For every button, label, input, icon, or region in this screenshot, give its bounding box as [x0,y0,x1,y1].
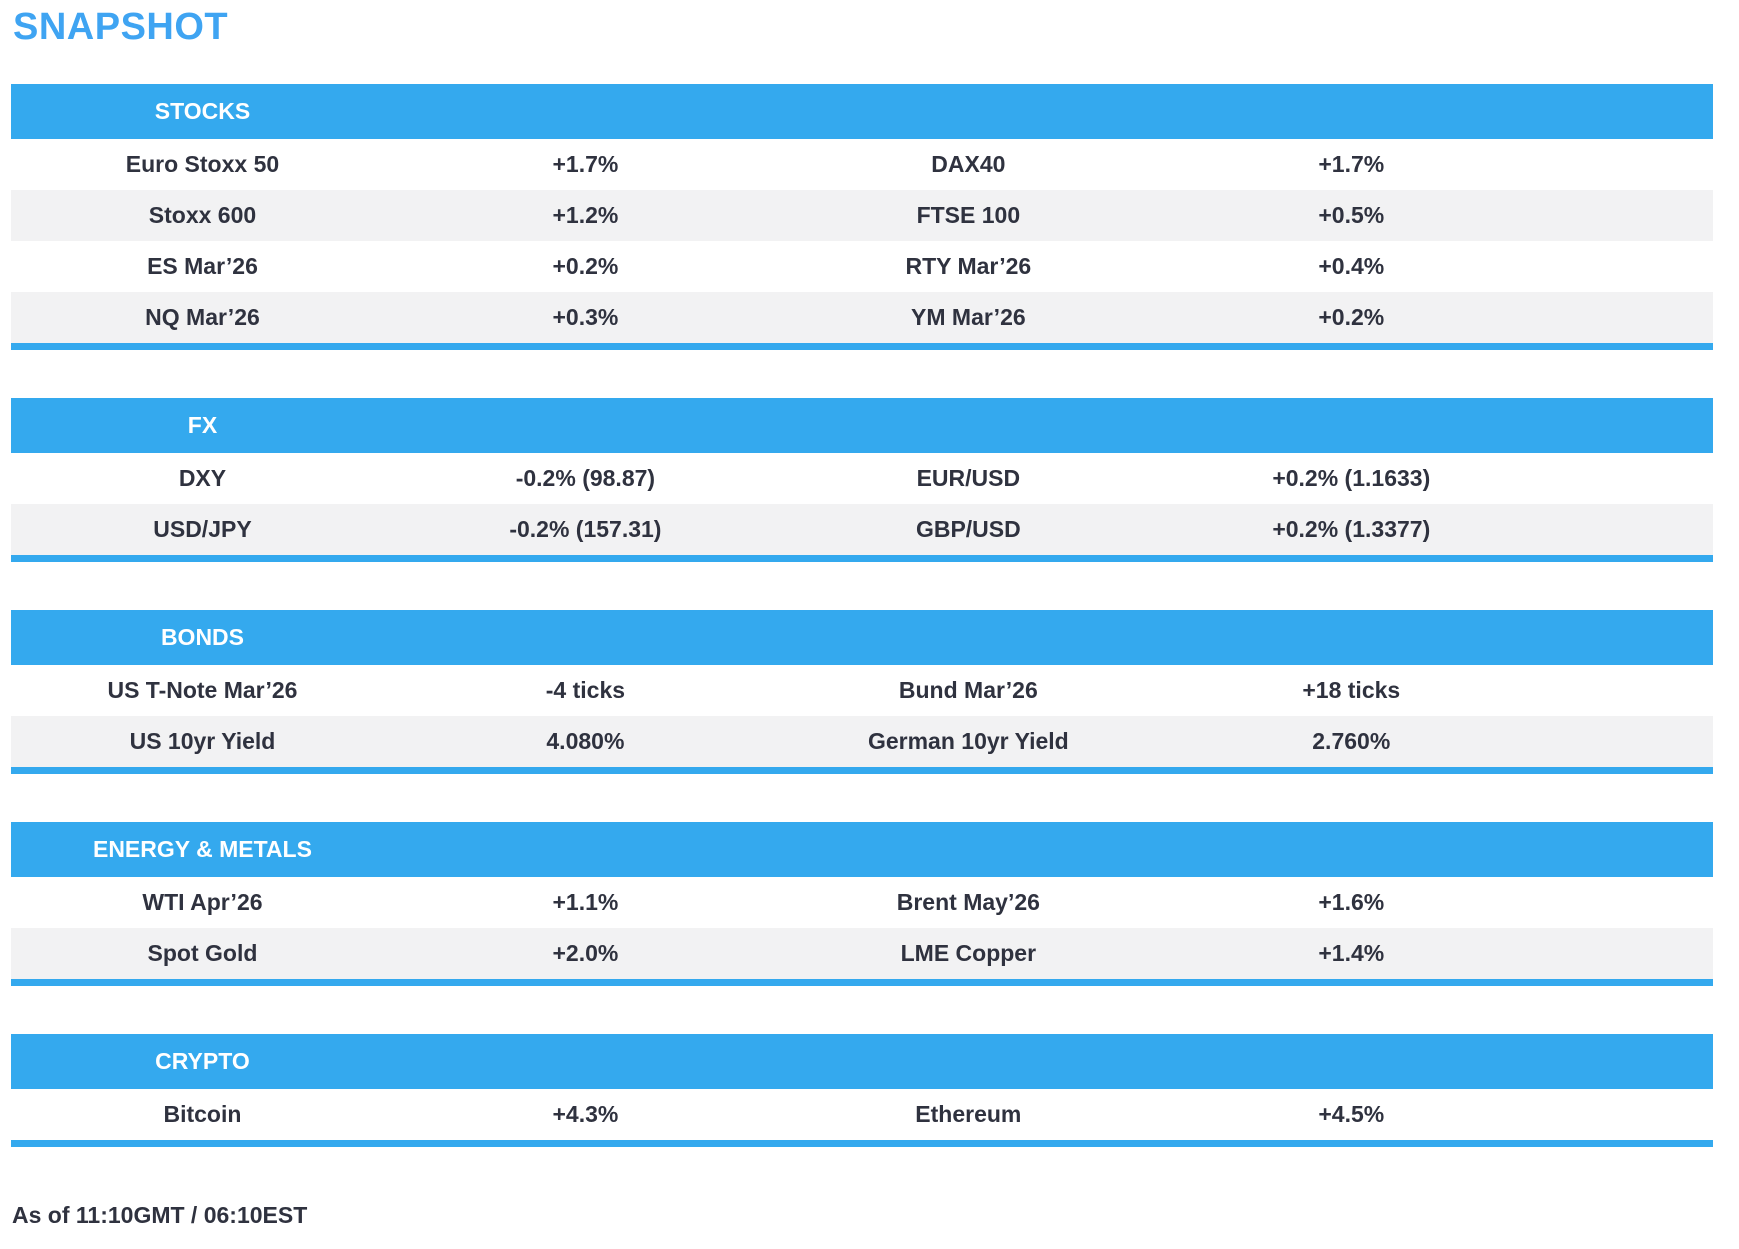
instrument-label: Bitcoin [163,1101,242,1127]
instrument-value: -4 ticks [545,677,626,703]
page-title: SNAPSHOT [13,6,229,48]
instrument-label: NQ Mar’26 [145,304,260,330]
instrument-value: -0.2% (98.87) [515,465,656,491]
section-title: ENERGY & METALS [92,836,312,862]
market-sections: STOCKS Euro Stoxx 50 +1.7% DAX40 +1.7% Stoxx … [11,84,1713,1147]
table-row: US 10yr Yield 4.080% German 10yr Yield 2.76… [11,716,1713,767]
instrument-label: Spot Gold [147,940,258,966]
instrument-label: Brent May’26 [896,889,1040,915]
section-title: CRYPTO [155,1048,250,1074]
instrument-value: +0.2% [1318,304,1385,330]
section-header-bonds: BONDS [11,610,1713,665]
instrument-value: +18 ticks [1302,677,1401,703]
table-row: Euro Stoxx 50 +1.7% DAX40 +1.7% [11,139,1713,190]
section-energy-metals: ENERGY & METALS WTI Apr’26 +1.1% Brent May’… [11,822,1713,986]
instrument-value: +1.4% [1318,940,1385,966]
instrument-label: WTI Apr’26 [142,889,263,915]
table-row: WTI Apr’26 +1.1% Brent May’26 +1.6% [11,877,1713,928]
instrument-value: +1.1% [552,889,619,915]
instrument-label: FTSE 100 [916,202,1021,228]
instrument-value: +1.2% [552,202,619,228]
instrument-label: LME Copper [900,940,1037,966]
section-header-stocks: STOCKS [11,84,1713,139]
instrument-label: RTY Mar’26 [905,253,1032,279]
instrument-label: YM Mar’26 [911,304,1026,330]
table-row: Bitcoin +4.3% Ethereum +4.5% [11,1089,1713,1140]
instrument-value: +4.3% [552,1101,619,1127]
instrument-label: DXY [178,465,227,491]
instrument-value: +4.5% [1318,1101,1385,1127]
instrument-value: +1.7% [552,151,619,177]
instrument-label: Bund Mar’26 [898,677,1038,703]
instrument-value: +0.4% [1318,253,1385,279]
instrument-value: +0.2% (1.3377) [1272,516,1431,542]
instrument-label: Ethereum [915,1101,1022,1127]
instrument-label: German 10yr Yield [867,728,1069,754]
section-fx: FX DXY -0.2% (98.87) EUR/USD +0.2% (1.1633) U… [11,398,1713,562]
instrument-value: +2.0% [552,940,619,966]
timestamp-note: As of 11:10GMT / 06:10EST [12,1202,308,1228]
instrument-value: +0.5% [1318,202,1385,228]
instrument-value: +0.3% [552,304,619,330]
table-row: USD/JPY -0.2% (157.31) GBP/USD +0.2% (1.337… [11,504,1713,555]
instrument-value: +1.6% [1318,889,1385,915]
section-bonds: BONDS US T-Note Mar’26 -4 ticks Bund Mar’26… [11,610,1713,774]
instrument-label: ES Mar’26 [147,253,258,279]
section-crypto: CRYPTO Bitcoin +4.3% Ethereum +4.5% [11,1034,1713,1147]
table-row: NQ Mar’26 +0.3% YM Mar’26 +0.2% [11,292,1713,343]
section-title: FX [187,412,218,438]
table-row: Spot Gold +2.0% LME Copper +1.4% [11,928,1713,979]
section-header-energy-metals: ENERGY & METALS [11,822,1713,877]
instrument-value: 4.080% [546,728,625,754]
table-row: ES Mar’26 +0.2% RTY Mar’26 +0.4% [11,241,1713,292]
instrument-label: US 10yr Yield [129,728,276,754]
instrument-value: -0.2% (157.31) [509,516,662,542]
section-header-fx: FX [11,398,1713,453]
table-row: DXY -0.2% (98.87) EUR/USD +0.2% (1.1633) [11,453,1713,504]
instrument-value: +1.7% [1318,151,1385,177]
instrument-value: 2.760% [1312,728,1391,754]
instrument-label: US T-Note Mar’26 [107,677,298,703]
instrument-value: +0.2% [552,253,619,279]
table-row: US T-Note Mar’26 -4 ticks Bund Mar’26 +18 t… [11,665,1713,716]
section-title: STOCKS [154,98,251,124]
instrument-label: GBP/USD [915,516,1021,542]
table-row: Stoxx 600 +1.2% FTSE 100 +0.5% [11,190,1713,241]
section-header-crypto: CRYPTO [11,1034,1713,1089]
instrument-label: EUR/USD [916,465,1021,491]
instrument-label: USD/JPY [153,516,252,542]
instrument-value: +0.2% (1.1633) [1272,465,1431,491]
instrument-label: DAX40 [931,151,1006,177]
section-stocks: STOCKS Euro Stoxx 50 +1.7% DAX40 +1.7% Stoxx … [11,84,1713,350]
instrument-label: Euro Stoxx 50 [125,151,280,177]
instrument-label: Stoxx 600 [148,202,257,228]
section-title: BONDS [160,624,244,650]
